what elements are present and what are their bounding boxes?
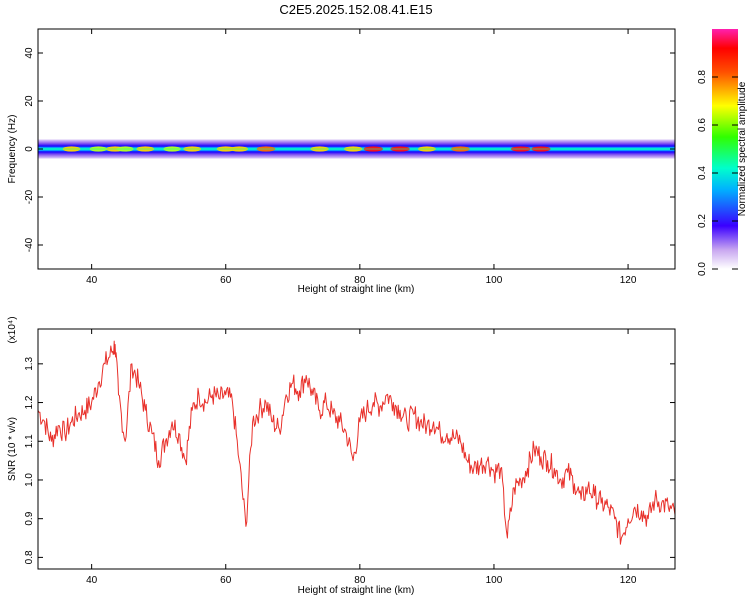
snr-y-tick-label: 1.3 [24,356,35,370]
snr-x-label: Height of straight line (km) [298,585,415,596]
colorbar-tick-label: 0.2 [697,214,708,228]
spectrogram-y-tick-label: 40 [24,47,35,59]
spectrogram-axes: 40 60 80 100 120 -40 -20 0 20 40 [24,29,675,286]
snr-x-tick-label: 120 [620,575,637,586]
spectrogram-y-label: Frequency (Hz) [7,115,18,184]
spectrogram-marks [38,139,675,159]
snr-series-line [38,340,675,545]
snr-y-tick-label: 0.8 [24,550,35,564]
snr-frame [37,328,676,570]
spectrogram-x-tick-label: 40 [86,275,98,286]
colorbar-tick-label: 0.8 [697,70,708,84]
colorbar-tick-label: 0.6 [697,118,708,132]
spectrogram-y-tick-label: -20 [24,189,35,204]
spectrogram-panel: 40 60 80 100 120 -40 -20 0 20 40 Height of straig… [7,28,676,295]
snr-marks [38,340,675,545]
spectrogram-x-tick-label: 80 [354,275,366,286]
snr-y-tick-label: 1.1 [24,434,35,448]
chart-title: C2E5.2025.152.08.41.E15 [279,2,432,17]
colorbar: 0.0 0.2 0.4 0.6 0.8 Normalized spectral ampl… [697,29,748,276]
snr-y-label: SNR (10 * v/v) [7,417,18,481]
snr-y-multiplier: (x10⁴) [7,316,18,343]
colorbar-bar [712,29,738,269]
colorbar-tick-label: 0.4 [697,166,708,180]
spectrogram-x-tick-label: 100 [486,275,503,286]
spectrogram-y-tick-label: 0 [24,146,35,152]
snr-x-tick-label: 60 [220,575,232,586]
spectrogram-x-tick-label: 60 [220,275,232,286]
snr-panel: 40 60 80 100 120 0.8 0.9 1.0 1.1 1.2 1.3 Height of… [7,316,676,596]
snr-y-tick-label: 1.0 [24,473,35,487]
snr-x-tick-label: 40 [86,575,98,586]
colorbar-label: Normalized spectral amplitude [737,81,748,216]
snr-x-tick-label: 80 [354,575,366,586]
colorbar-tick-label: 0.0 [697,262,708,276]
spectrogram-x-tick-label: 120 [620,275,637,286]
snr-y-tick-label: 1.2 [24,395,35,409]
colorbar-ticks: 0.0 0.2 0.4 0.6 0.8 [697,70,738,276]
spectrogram-x-label: Height of straight line (km) [298,284,415,295]
snr-axes: 40 60 80 100 120 0.8 0.9 1.0 1.1 1.2 1.3 [24,329,675,586]
spectrogram-y-tick-label: 20 [24,95,35,107]
snr-y-tick-label: 0.9 [24,511,35,525]
snr-x-tick-label: 100 [486,575,503,586]
spectrogram-y-tick-label: -40 [24,237,35,252]
